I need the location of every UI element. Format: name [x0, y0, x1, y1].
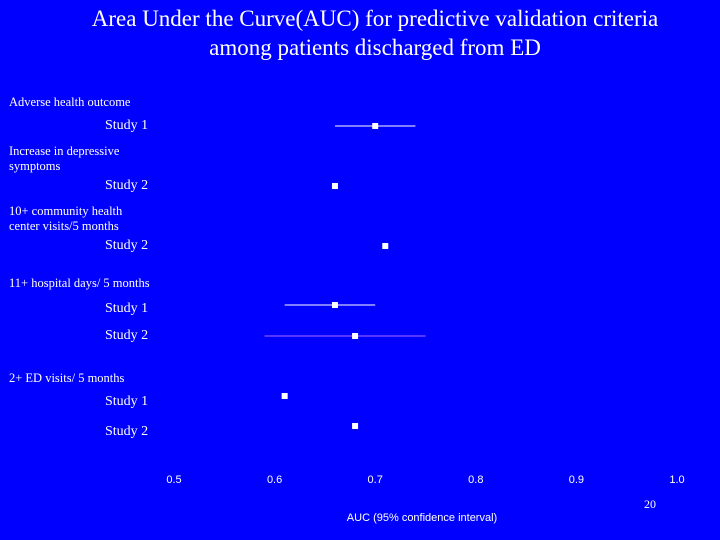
study-label: Study 2 — [105, 238, 149, 253]
outcome-label-line: 2+ ED visits/ 5 months — [9, 371, 125, 385]
study-label: Study 1 — [105, 301, 149, 316]
outcome-label-line: Increase in depressive — [9, 144, 120, 158]
study-label: Study 2 — [105, 328, 149, 343]
ci-lines — [264, 125, 426, 337]
x-tick-label: 0.8 — [468, 474, 483, 486]
study-label: Study 1 — [105, 394, 149, 409]
outcome-label-line: Adverse health outcome — [9, 95, 131, 109]
chart-title: Area Under the Curve(AUC) for predictive… — [0, 4, 720, 62]
x-tick-label: 0.7 — [368, 474, 383, 486]
study-label: Study 2 — [105, 178, 149, 193]
outcome-label-line: 11+ hospital days/ 5 months — [9, 276, 150, 290]
x-axis-label: AUC (95% confidence interval) — [347, 512, 497, 524]
page-number: 20 — [644, 497, 656, 511]
x-tick-label: 1.0 — [669, 474, 684, 486]
outcome-label-adverse-health: Adverse health outcome — [9, 95, 130, 110]
auc-point-marker — [352, 333, 359, 339]
outcome-label-depressive-symptoms: Increase in depressive symptoms — [9, 144, 119, 174]
outcome-label-hospital-days: 11+ hospital days/ 5 months — [9, 276, 150, 291]
study-label: Study 2 — [105, 424, 149, 439]
auc-point-marker — [331, 183, 338, 189]
study-label: Study 1 — [105, 118, 149, 133]
outcome-label-line: symptoms — [9, 159, 61, 173]
x-tick-label: 0.9 — [569, 474, 584, 486]
auc-point-marker — [382, 243, 389, 249]
chart-title-line-2: among patients discharged from ED — [209, 35, 541, 60]
x-tick-label: 0.5 — [166, 474, 181, 486]
outcome-label-line: 10+ community health — [9, 204, 123, 218]
point-markers — [281, 123, 389, 429]
outcome-label-line: center visits/5 months — [9, 219, 119, 233]
outcome-label-community-health-visits: 10+ community health center visits/5 mon… — [9, 204, 122, 234]
chart-title-line-1: Area Under the Curve(AUC) for predictive… — [91, 6, 659, 31]
outcome-label-ed-visits: 2+ ED visits/ 5 months — [9, 371, 124, 386]
auc-point-marker — [281, 393, 288, 399]
auc-point-marker — [331, 302, 338, 308]
x-tick-label: 0.6 — [267, 474, 282, 486]
auc-point-marker — [352, 423, 359, 429]
auc-point-marker — [372, 123, 379, 129]
x-axis-ticks: 0.5 0.6 0.7 0.8 0.9 1.0 — [166, 474, 684, 486]
